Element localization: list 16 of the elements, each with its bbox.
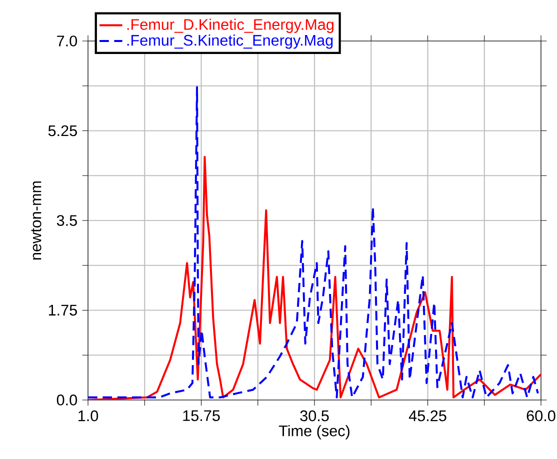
line-series (88, 156, 541, 400)
y-tick-label: 5.25 (48, 125, 77, 136)
y-tick-label: 3.5 (56, 215, 77, 226)
legend-label: .Femur_S.Kinetic_Energy.Mag (127, 34, 333, 49)
x-tick-label: 60.0 (526, 410, 556, 422)
x-tick-label: 15.75 (183, 410, 220, 422)
x-tick-label: 1.0 (78, 410, 98, 422)
y-tick-label: 1.75 (48, 304, 77, 316)
y-tick-label: 0.0 (56, 394, 77, 406)
legend-label: .Femur_D.Kinetic_Energy.Mag (127, 18, 334, 33)
x-axis-title: Time (sec) (278, 425, 350, 440)
x-tick-label: 45.25 (408, 410, 446, 422)
line-series (88, 86, 539, 398)
y-axis-title: newton-mm (31, 181, 42, 260)
y-tick-label: 7.0 (57, 36, 77, 46)
x-tick-label: 30.5 (300, 410, 329, 422)
